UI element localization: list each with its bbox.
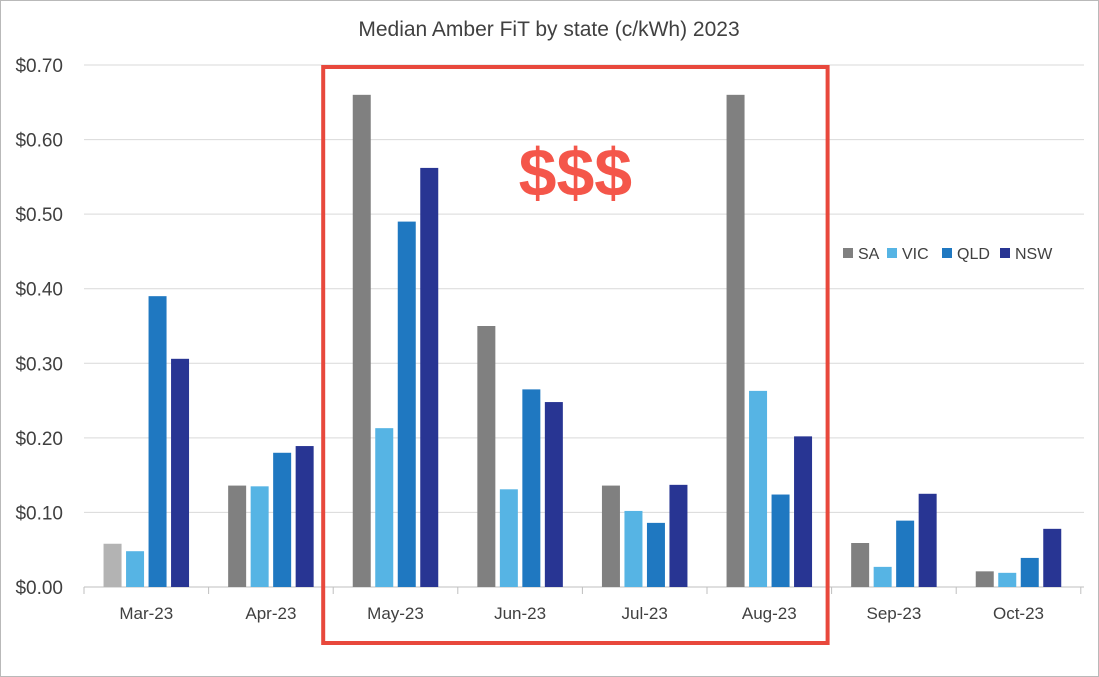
- chart-title: Median Amber FiT by state (c/kWh) 2023: [358, 18, 739, 41]
- bar-qld-sep-23: [896, 520, 915, 587]
- bar-sa-oct-23: [975, 571, 994, 587]
- bar-qld-jul-23: [646, 522, 665, 587]
- y-tick-label: $0.60: [15, 131, 63, 152]
- y-axis-ticks: $0.00 $0.10 $0.20 $0.30 $0.40 $0.50 $0.60 $0.70: [15, 56, 63, 599]
- y-tick-label: $0.10: [15, 503, 63, 524]
- x-category-label: Jun-23: [494, 604, 546, 623]
- bar-sa-aug-23: [726, 94, 745, 587]
- bar-vic-aug-23: [749, 390, 768, 587]
- bar-nsw-sep-23: [918, 493, 937, 587]
- bar-qld-mar-23: [148, 296, 167, 587]
- y-tick-label: $0.50: [15, 205, 63, 226]
- legend-swatch-qld: [942, 248, 952, 258]
- bars: [103, 94, 1062, 587]
- bar-qld-jun-23: [522, 389, 541, 587]
- legend-swatch-vic: [887, 248, 897, 258]
- x-category-label: Sep-23: [866, 604, 921, 623]
- x-category-label: Apr-23: [245, 604, 296, 623]
- legend-label-qld: QLD: [957, 246, 990, 263]
- bar-qld-may-23: [397, 221, 416, 587]
- x-category-label: Jul-23: [622, 604, 668, 623]
- bar-sa-mar-23: [103, 543, 122, 587]
- bar-qld-apr-23: [273, 452, 292, 587]
- bar-nsw-oct-23: [1043, 528, 1062, 587]
- bar-sa-jun-23: [477, 326, 496, 587]
- legend-swatch-sa: [843, 248, 853, 258]
- y-tick-label: $0.40: [15, 280, 63, 301]
- bar-sa-apr-23: [228, 485, 247, 587]
- x-category-label: May-23: [367, 604, 424, 623]
- legend-label-sa: SA: [858, 246, 880, 263]
- y-tick-label: $0.70: [15, 56, 63, 77]
- y-tick-label: $0.20: [15, 429, 63, 450]
- bar-vic-mar-23: [126, 551, 145, 587]
- bar-nsw-apr-23: [295, 446, 314, 587]
- bar-nsw-aug-23: [794, 436, 813, 587]
- bar-nsw-jun-23: [544, 402, 563, 587]
- bar-qld-oct-23: [1020, 557, 1039, 587]
- bar-vic-may-23: [375, 428, 394, 587]
- bar-vic-jun-23: [499, 489, 518, 587]
- highlight-box: [321, 65, 830, 645]
- bar-nsw-may-23: [420, 167, 439, 587]
- bar-sa-jul-23: [601, 485, 620, 587]
- highlight-annotation: $$$: [519, 135, 632, 211]
- x-category-label: Oct-23: [993, 604, 1044, 623]
- bar-vic-sep-23: [873, 566, 892, 587]
- y-tick-label: $0.00: [15, 578, 63, 599]
- bar-sa-may-23: [352, 94, 371, 587]
- highlight-region: $$$: [321, 65, 830, 645]
- bar-nsw-jul-23: [669, 484, 688, 587]
- bar-sa-sep-23: [851, 543, 870, 587]
- bar-vic-jul-23: [624, 510, 643, 587]
- legend-label-nsw: NSW: [1015, 246, 1053, 263]
- bar-qld-aug-23: [771, 494, 790, 587]
- x-axis-categories: Mar-23 Apr-23 May-23 Jun-23 Jul-23 Aug-23 Sep-…: [119, 604, 1044, 623]
- x-category-label: Mar-23: [119, 604, 173, 623]
- legend: SA VIC QLD NSW: [843, 246, 1053, 263]
- legend-swatch-nsw: [1000, 248, 1010, 258]
- y-tick-label: $0.30: [15, 354, 63, 375]
- legend-label-vic: VIC: [902, 246, 929, 263]
- bar-nsw-mar-23: [171, 358, 190, 587]
- x-category-label: Aug-23: [742, 604, 797, 623]
- bar-vic-oct-23: [998, 572, 1017, 587]
- bar-vic-apr-23: [250, 486, 269, 587]
